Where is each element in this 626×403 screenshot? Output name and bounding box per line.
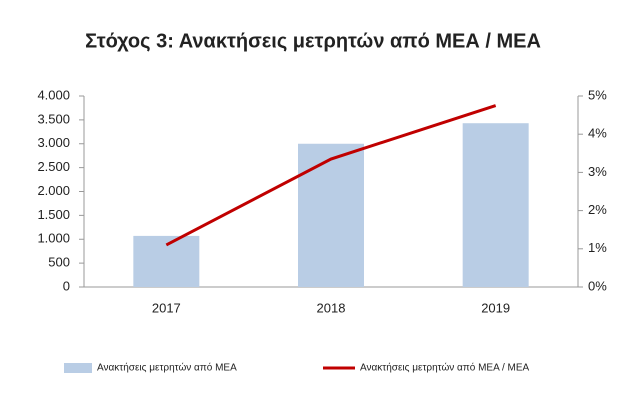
y2-tick-label: 0% (588, 278, 607, 293)
chart-title: Στόχος 3: Ανακτήσεις μετρητών από ΜΕΑ / … (85, 30, 541, 52)
y2-tick-label: 3% (588, 164, 607, 179)
y-tick-label: 3.000 (37, 135, 70, 150)
line (165, 104, 497, 247)
y-tick-label: 3.500 (37, 111, 70, 126)
legend-label: Ανακτήσεις μετρητών από ΜΕΑ / ΜΕΑ (360, 362, 530, 374)
bar (298, 143, 364, 287)
y-tick-label: 4.000 (37, 87, 70, 102)
legend-swatch (64, 363, 92, 373)
y2-tick-label: 4% (588, 126, 607, 141)
y2-tick-label: 2% (588, 202, 607, 217)
y-tick-label: 500 (48, 255, 70, 270)
x-tick-label: 2019 (481, 300, 510, 315)
bar (462, 123, 529, 287)
legend-label: Ανακτήσεις μετρητών από ΜΕΑ (97, 362, 237, 374)
y-tick-label: 2.000 (37, 183, 70, 198)
x-tick-label: 2018 (317, 300, 346, 315)
y-tick-label: 1.000 (37, 231, 70, 246)
y2-tick-label: 1% (588, 240, 607, 255)
y-tick-label: 0 (63, 278, 70, 293)
y-tick-label: 1.500 (37, 207, 70, 222)
y-tick-label: 2.500 (37, 159, 70, 174)
y2-tick-label: 5% (588, 87, 607, 102)
x-tick-label: 2017 (152, 300, 181, 315)
